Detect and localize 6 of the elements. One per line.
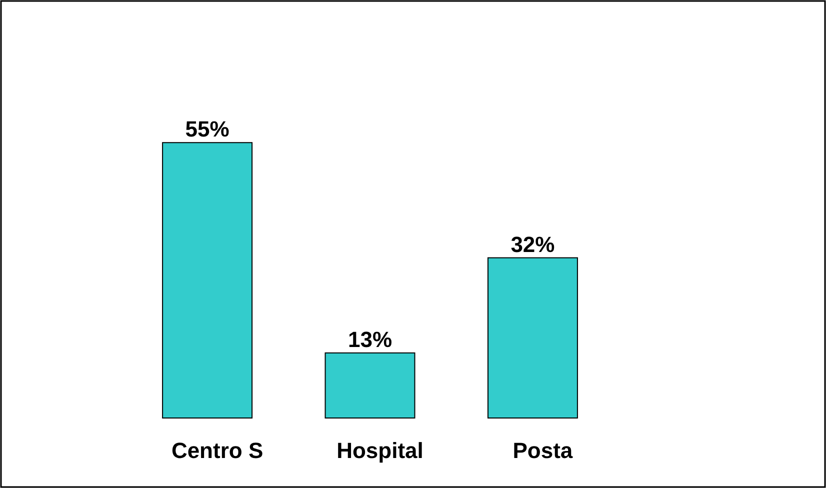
x-tick-label: Posta	[512, 438, 574, 463]
data-label: 13%	[348, 326, 392, 352]
x-tick-label: Centro S	[171, 438, 264, 463]
data-label: 55%	[185, 116, 230, 142]
x-tick-label: Hospital	[336, 438, 424, 463]
data-label: 32%	[510, 232, 555, 257]
